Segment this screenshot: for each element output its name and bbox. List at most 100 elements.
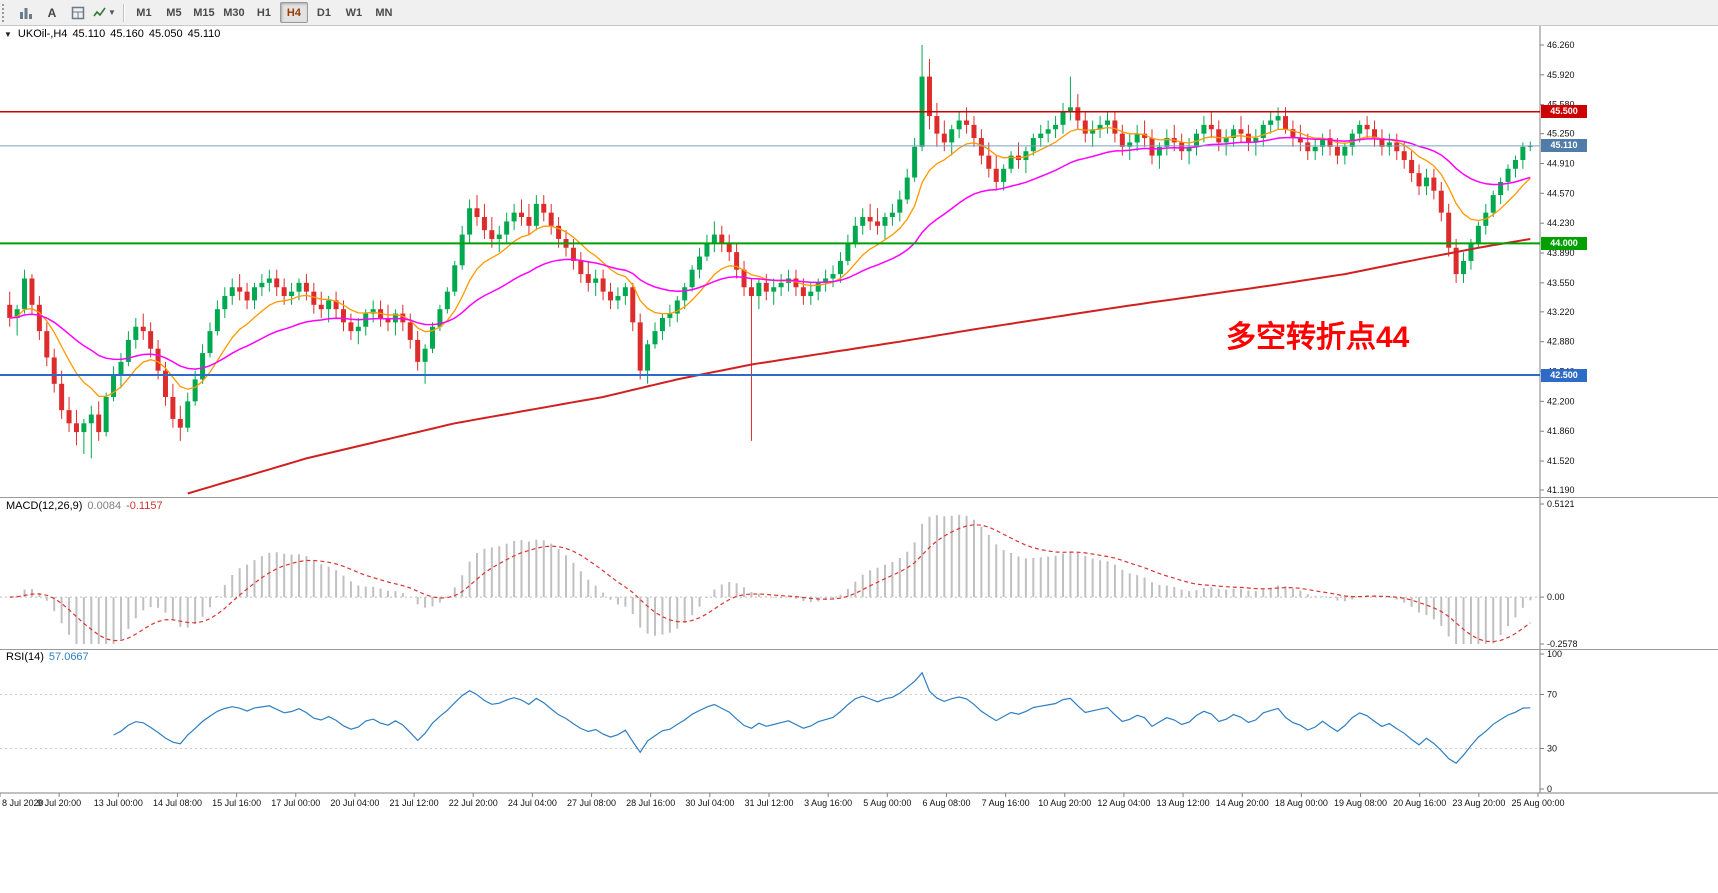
time-label: 25 Aug 00:00 <box>1511 798 1564 808</box>
candle-body <box>593 278 599 283</box>
time-label: 8 Jul 2020 <box>2 798 44 808</box>
candle-body <box>1505 168 1511 182</box>
timeframe-button-w1[interactable]: W1 <box>345 6 363 19</box>
macd-name: MACD(12,26,9) <box>6 500 83 512</box>
candle-body <box>133 326 139 340</box>
rsi-name: RSI(14) <box>6 651 44 663</box>
hline-price-tag[interactable]: 44.000 <box>1541 236 1587 250</box>
candle-body <box>1104 120 1110 125</box>
time-label: 17 Jul 00:00 <box>271 798 320 808</box>
candle-body <box>734 252 740 270</box>
candle-body <box>1475 225 1481 244</box>
candle-body <box>281 287 287 297</box>
candle-body <box>296 282 302 292</box>
time-scale-region[interactable] <box>0 793 1718 815</box>
candle-body <box>815 282 821 292</box>
candle-body <box>860 217 866 226</box>
timeframe-button-m30[interactable]: M30 <box>223 6 245 19</box>
axis-label: 70 <box>1547 690 1557 700</box>
chevron-down-icon: ▼ <box>108 8 116 17</box>
candle-body <box>207 331 213 354</box>
time-label: 15 Jul 16:00 <box>212 798 261 808</box>
candle-body <box>452 265 458 292</box>
candle-body <box>22 278 28 310</box>
candle-body <box>726 243 732 253</box>
annotation-text: 多空转折点44 <box>1226 321 1410 354</box>
axis-label: 0.00 <box>1547 592 1565 602</box>
candle-body <box>630 287 636 323</box>
candle-body <box>229 287 235 297</box>
candle-body <box>1082 120 1088 134</box>
candle-body <box>926 76 932 117</box>
candle-body <box>430 326 436 349</box>
panel-separator-rsi[interactable] <box>0 649 1718 650</box>
candle-body <box>800 287 806 297</box>
hline-price-tag[interactable]: 42.500 <box>1541 368 1587 382</box>
candle-body <box>140 326 146 332</box>
candle-body <box>986 155 992 169</box>
timeframe-button-h4[interactable]: H4 <box>279 2 308 23</box>
axis-label: 44.570 <box>1547 188 1575 198</box>
text-tool-icon[interactable]: A <box>40 2 64 24</box>
candle-body <box>934 116 940 134</box>
candle-body <box>1045 129 1051 134</box>
candle-body <box>88 414 94 424</box>
timeframe-button-m5[interactable]: M5 <box>166 6 182 19</box>
candle-body <box>993 168 999 182</box>
timeframe-button-d1[interactable]: D1 <box>316 6 331 19</box>
candle-body <box>1023 151 1029 160</box>
candle-body <box>971 124 977 139</box>
time-label: 21 Jul 12:00 <box>390 798 439 808</box>
panel-separator-macd[interactable] <box>0 497 1718 498</box>
candle-body <box>867 217 873 222</box>
toolbar-drag-handle[interactable] <box>2 3 9 22</box>
candle-body <box>162 370 168 397</box>
candle-body <box>96 414 102 433</box>
axis-label: 46.260 <box>1547 40 1575 50</box>
time-label: 13 Aug 12:00 <box>1157 798 1210 808</box>
candle-body <box>1498 181 1504 196</box>
candle-body <box>36 304 42 332</box>
candle-body <box>1097 124 1103 130</box>
ohlc-high: 45.160 <box>110 28 144 40</box>
candle-body <box>1053 124 1059 130</box>
timeframe-button-h1[interactable]: H1 <box>256 6 271 19</box>
candle-body <box>585 274 591 283</box>
timeframe-button-m15[interactable]: M15 <box>193 6 215 19</box>
collapse-triangle-icon[interactable]: ▼ <box>4 30 12 39</box>
candle-body <box>474 208 480 218</box>
candle-body <box>118 361 124 376</box>
candle-body <box>222 296 228 310</box>
candle-body <box>1075 107 1081 121</box>
timeframe-button-m1[interactable]: M1 <box>136 6 152 19</box>
axis-label: 45.920 <box>1547 70 1575 80</box>
candle-body <box>1275 116 1281 121</box>
candle-body <box>274 278 280 288</box>
candle-body <box>941 133 947 143</box>
candle-body <box>1001 168 1007 182</box>
candle-body <box>1253 138 1259 143</box>
current-price-tag[interactable]: 45.110 <box>1541 139 1587 153</box>
candle-body <box>823 278 829 283</box>
time-label: 7 Aug 16:00 <box>982 798 1030 808</box>
candle-body <box>519 212 525 218</box>
indicators-icon[interactable]: ▼ <box>92 2 117 24</box>
candle-body <box>852 225 858 244</box>
template-icon[interactable] <box>66 2 90 24</box>
candle-body <box>370 309 376 314</box>
hline-price-tag[interactable]: 45.500 <box>1541 105 1587 119</box>
chart-bars-icon[interactable] <box>14 2 38 24</box>
candle-body <box>1453 247 1459 275</box>
timeframe-button-mn[interactable]: MN <box>375 6 393 19</box>
candle-body <box>415 339 421 362</box>
axis-label: 42.880 <box>1547 337 1575 347</box>
candle-body <box>1156 146 1162 156</box>
candle-body <box>340 309 346 323</box>
candle-body <box>1245 133 1251 143</box>
candle-body <box>1201 124 1207 134</box>
candle-body <box>1446 212 1452 248</box>
candle-body <box>200 353 206 380</box>
candle-body <box>830 274 836 279</box>
candle-body <box>600 278 606 292</box>
